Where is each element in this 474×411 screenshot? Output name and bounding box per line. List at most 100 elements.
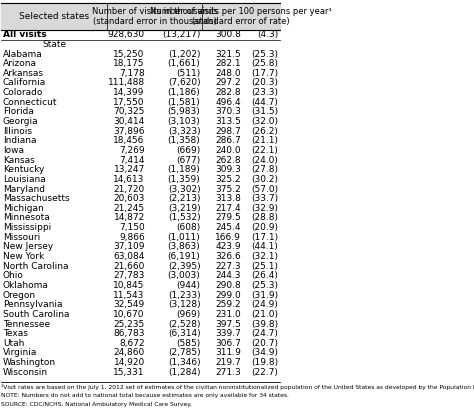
Text: 10,845: 10,845 bbox=[113, 281, 145, 290]
Text: (25.8): (25.8) bbox=[251, 59, 278, 68]
Text: 300.8: 300.8 bbox=[215, 30, 241, 39]
Text: (1,359): (1,359) bbox=[168, 175, 201, 184]
Text: State: State bbox=[42, 40, 66, 49]
Text: 21,720: 21,720 bbox=[114, 185, 145, 194]
Text: Tennessee: Tennessee bbox=[3, 319, 50, 328]
Text: (1,011): (1,011) bbox=[168, 233, 201, 242]
Text: 11,543: 11,543 bbox=[113, 291, 145, 300]
Text: (3,003): (3,003) bbox=[168, 271, 201, 280]
Text: Mississippi: Mississippi bbox=[3, 223, 51, 232]
Text: (44.7): (44.7) bbox=[252, 98, 278, 107]
Text: (1,233): (1,233) bbox=[168, 291, 201, 300]
Text: 111,488: 111,488 bbox=[108, 79, 145, 88]
Text: Selected states: Selected states bbox=[19, 12, 90, 21]
Text: (2,213): (2,213) bbox=[168, 194, 201, 203]
Text: 7,414: 7,414 bbox=[119, 156, 145, 165]
Text: 32,549: 32,549 bbox=[114, 300, 145, 309]
Text: (944): (944) bbox=[176, 281, 201, 290]
Text: (24.9): (24.9) bbox=[252, 300, 278, 309]
Text: Oklahoma: Oklahoma bbox=[3, 281, 49, 290]
Text: 7,150: 7,150 bbox=[119, 223, 145, 232]
Text: 21,660: 21,660 bbox=[113, 262, 145, 271]
Text: (32.0): (32.0) bbox=[251, 117, 278, 126]
Text: (23.3): (23.3) bbox=[251, 88, 278, 97]
Text: 20,603: 20,603 bbox=[113, 194, 145, 203]
Text: 245.4: 245.4 bbox=[215, 223, 241, 232]
Text: 321.5: 321.5 bbox=[215, 50, 241, 58]
Text: 14,920: 14,920 bbox=[114, 358, 145, 367]
Text: (21.1): (21.1) bbox=[251, 136, 278, 145]
Text: (7,620): (7,620) bbox=[168, 79, 201, 88]
Text: (32.1): (32.1) bbox=[251, 252, 278, 261]
Text: Maryland: Maryland bbox=[3, 185, 45, 194]
Text: 15,331: 15,331 bbox=[113, 368, 145, 377]
Text: Colorado: Colorado bbox=[3, 88, 43, 97]
Text: Washington: Washington bbox=[3, 358, 56, 367]
Text: Missouri: Missouri bbox=[3, 233, 40, 242]
Text: (1,581): (1,581) bbox=[168, 98, 201, 107]
Text: Pennsylvania: Pennsylvania bbox=[3, 300, 62, 309]
Text: (30.2): (30.2) bbox=[251, 175, 278, 184]
Text: (17.7): (17.7) bbox=[251, 69, 278, 78]
Text: 8,672: 8,672 bbox=[119, 339, 145, 348]
Text: ¹Visit rates are based on the July 1, 2012 set of estimates of the civilian noni: ¹Visit rates are based on the July 1, 20… bbox=[1, 384, 474, 390]
Text: 313.8: 313.8 bbox=[215, 194, 241, 203]
Text: (25.3): (25.3) bbox=[251, 50, 278, 58]
Text: 86,783: 86,783 bbox=[113, 329, 145, 338]
Text: 15,250: 15,250 bbox=[113, 50, 145, 58]
Text: Texas: Texas bbox=[3, 329, 27, 338]
Text: (511): (511) bbox=[176, 69, 201, 78]
Text: (585): (585) bbox=[176, 339, 201, 348]
Text: 21,245: 21,245 bbox=[114, 204, 145, 213]
Text: Wisconsin: Wisconsin bbox=[3, 368, 48, 377]
Text: (22.7): (22.7) bbox=[252, 368, 278, 377]
Text: (1,284): (1,284) bbox=[168, 368, 201, 377]
Text: 282.1: 282.1 bbox=[215, 59, 241, 68]
Text: 18,175: 18,175 bbox=[113, 59, 145, 68]
Text: Illinois: Illinois bbox=[3, 127, 32, 136]
Text: Louisiana: Louisiana bbox=[3, 175, 46, 184]
Text: 370.3: 370.3 bbox=[215, 107, 241, 116]
Text: (24.0): (24.0) bbox=[252, 156, 278, 165]
Text: (13,217): (13,217) bbox=[162, 30, 201, 39]
Text: Indiana: Indiana bbox=[3, 136, 36, 145]
Text: 30,414: 30,414 bbox=[114, 117, 145, 126]
Text: NOTE: Numbers do not add to national total because estimates are only available : NOTE: Numbers do not add to national tot… bbox=[1, 393, 289, 398]
Text: (28.8): (28.8) bbox=[251, 213, 278, 222]
Text: (6,314): (6,314) bbox=[168, 329, 201, 338]
Text: (1,661): (1,661) bbox=[168, 59, 201, 68]
Text: 63,084: 63,084 bbox=[113, 252, 145, 261]
Text: 17,550: 17,550 bbox=[113, 98, 145, 107]
Text: (57.0): (57.0) bbox=[251, 185, 278, 194]
Text: 27,783: 27,783 bbox=[113, 271, 145, 280]
Text: (1,202): (1,202) bbox=[168, 50, 201, 58]
Text: 13,247: 13,247 bbox=[114, 165, 145, 174]
Text: 298.7: 298.7 bbox=[215, 127, 241, 136]
Text: 339.7: 339.7 bbox=[215, 329, 241, 338]
Text: 286.7: 286.7 bbox=[215, 136, 241, 145]
Text: 240.0: 240.0 bbox=[215, 146, 241, 155]
Text: Virginia: Virginia bbox=[3, 349, 37, 358]
Text: Kentucky: Kentucky bbox=[3, 165, 44, 174]
Text: 282.8: 282.8 bbox=[215, 88, 241, 97]
Text: (20.7): (20.7) bbox=[251, 339, 278, 348]
Text: 231.0: 231.0 bbox=[215, 310, 241, 319]
Text: 24,860: 24,860 bbox=[114, 349, 145, 358]
Bar bbox=[1, 3, 280, 30]
Text: (3,103): (3,103) bbox=[168, 117, 201, 126]
Text: 279.5: 279.5 bbox=[215, 213, 241, 222]
Text: 7,178: 7,178 bbox=[119, 69, 145, 78]
Text: 9,866: 9,866 bbox=[119, 233, 145, 242]
Text: (26.4): (26.4) bbox=[252, 271, 278, 280]
Text: (6,191): (6,191) bbox=[168, 252, 201, 261]
Text: South Carolina: South Carolina bbox=[3, 310, 69, 319]
Text: (1,186): (1,186) bbox=[168, 88, 201, 97]
Text: 262.8: 262.8 bbox=[215, 156, 241, 165]
Text: Connecticut: Connecticut bbox=[3, 98, 57, 107]
Text: Arizona: Arizona bbox=[3, 59, 37, 68]
Text: 375.2: 375.2 bbox=[215, 185, 241, 194]
Text: (1,358): (1,358) bbox=[168, 136, 201, 145]
Text: California: California bbox=[3, 79, 46, 88]
Text: (32.9): (32.9) bbox=[251, 204, 278, 213]
Text: 309.3: 309.3 bbox=[215, 165, 241, 174]
